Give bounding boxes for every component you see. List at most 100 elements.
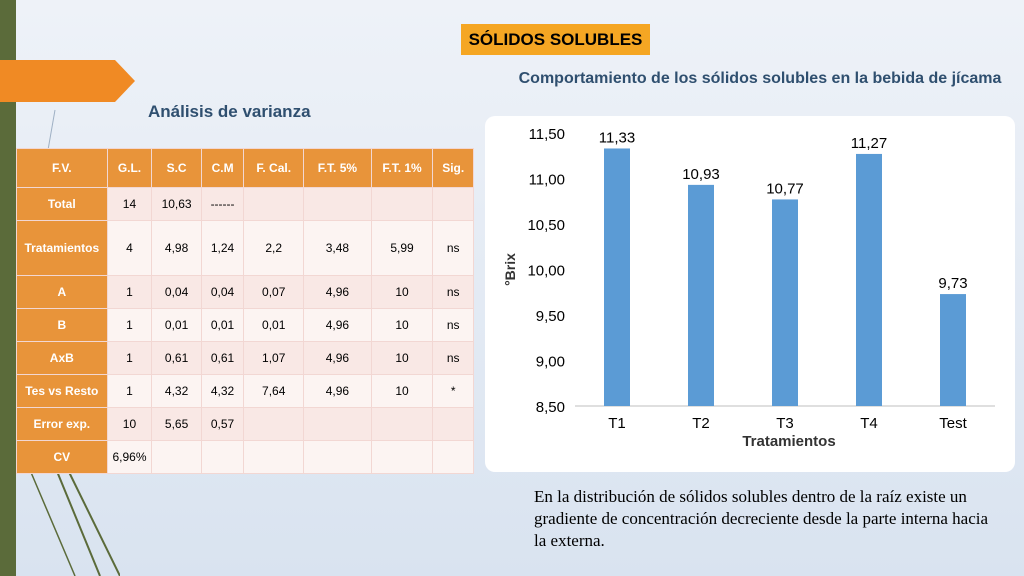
table-cell: 4,98 [151,220,202,276]
bar [688,184,714,406]
table-cell: 0,01 [200,308,245,342]
table-cell: ns [432,341,474,375]
table-cell [200,440,245,474]
table-cell [370,407,434,441]
slide-title: SÓLIDOS SOLUBLES [461,24,650,55]
table-cell: 4,32 [200,374,245,408]
col-header: F.T. 1% [370,148,434,188]
table-cell [432,440,474,474]
table-cell: 10 [370,341,434,375]
col-header: F. Cal. [243,148,305,188]
table-row: Total 14 10,63 ------ [16,187,474,221]
x-tick-label: T3 [776,415,794,432]
table-cell: 5,99 [370,220,434,276]
table-cell: 4,96 [303,275,372,309]
x-tick-label: Test [939,415,967,432]
table-cell: 0,04 [151,275,202,309]
table-cell: 1 [106,308,153,342]
table-cell: 10 [370,308,434,342]
row-label: Tes vs Resto [16,374,108,408]
table-cell: 10 [370,275,434,309]
table-cell [151,440,202,474]
x-tick-label: T1 [608,415,626,432]
chart-title: Comportamiento de los sólidos solubles e… [518,70,1002,87]
table-row: B 1 0,01 0,01 0,01 4,96 10 ns [16,308,474,342]
y-tick-label: 8,50 [536,399,565,416]
table-cell [432,407,474,441]
col-header: C.M [200,148,245,188]
table-cell: 4,32 [151,374,202,408]
table-cell: * [432,374,474,408]
table-cell: 0,01 [243,308,305,342]
data-label: 10,93 [682,166,720,183]
row-label: B [16,308,108,342]
col-header: Sig. [432,148,474,188]
row-label: Error exp. [16,407,108,441]
y-tick-label: 9,50 [536,308,565,325]
table-cell: ns [432,220,474,276]
table-cell: 0,04 [200,275,245,309]
x-tick-label: T4 [860,415,878,432]
table-cell: 4,96 [303,374,372,408]
table-cell [243,407,305,441]
data-label: 11,33 [599,129,635,146]
table-cell: 4,96 [303,308,372,342]
table-cell [370,187,434,221]
table-cell: 10 [370,374,434,408]
table-cell: 2,2 [243,220,305,276]
table-cell: 14 [106,187,153,221]
table-cell: 0,01 [151,308,202,342]
col-header: G.L. [106,148,153,188]
bar [856,153,882,406]
row-label: AxB [16,341,108,375]
table-cell: 5,65 [151,407,202,441]
table-row: CV 6,96% [16,440,474,474]
conclusion-text: En la distribución de sólidos solubles d… [534,487,989,550]
bar-chart: 8,50 9,00 9,50 10,00 10,50 11,00 11,50 11,33 T1 1… [502,126,995,450]
table-row: Tratamientos 4 4,98 1,24 2,2 3,48 5,99 n… [16,220,474,276]
table-cell: 6,96% [106,440,153,474]
data-label: 11,27 [851,135,887,152]
table-row: Tes vs Resto 1 4,32 4,32 7,64 4,96 10 * [16,374,474,408]
y-tick-label: 11,50 [529,126,565,143]
bar [772,199,798,406]
table-row: A 1 0,04 0,04 0,07 4,96 10 ns [16,275,474,309]
table-cell: 10,63 [151,187,202,221]
table-cell: 1 [106,341,153,375]
row-label: A [16,275,108,309]
table-cell: 0,07 [243,275,305,309]
table-cell [303,407,372,441]
x-axis-title: Tratamientos [742,433,835,450]
orange-arrow-tab [0,60,135,102]
col-header: F.T. 5% [303,148,372,188]
table-cell [303,440,372,474]
data-label: 10,77 [766,180,804,197]
y-tick-label: 10,50 [527,217,565,234]
bar [604,148,630,406]
table-cell [370,440,434,474]
table-cell: 1 [106,374,153,408]
x-tick-label: T2 [692,415,710,432]
table-cell: 3,48 [303,220,372,276]
table-cell: ns [432,275,474,309]
table-cell [303,187,372,221]
table-cell: 1,24 [200,220,245,276]
row-label: Tratamientos [16,220,108,276]
table-cell [432,187,474,221]
table-cell: 0,61 [200,341,245,375]
anova-table: F.V. G.L. S.C C.M F. Cal. F.T. 5% F.T. 1… [16,148,474,474]
table-cell: 0,61 [151,341,202,375]
y-tick-label: 11,00 [529,172,565,189]
table-cell: 0,57 [200,407,245,441]
anova-header-row: F.V. G.L. S.C C.M F. Cal. F.T. 5% F.T. 1… [16,148,474,188]
left-decor-band [0,0,16,576]
table-cell: 1 [106,275,153,309]
table-cell: 4 [106,220,153,276]
table-cell: 7,64 [243,374,305,408]
y-tick-label: 10,00 [527,263,565,280]
y-tick-label: 9,00 [536,354,565,371]
table-cell: 4,96 [303,341,372,375]
section-subtitle: Análisis de varianza [148,102,311,121]
col-header: S.C [151,148,202,188]
table-cell: 1,07 [243,341,305,375]
